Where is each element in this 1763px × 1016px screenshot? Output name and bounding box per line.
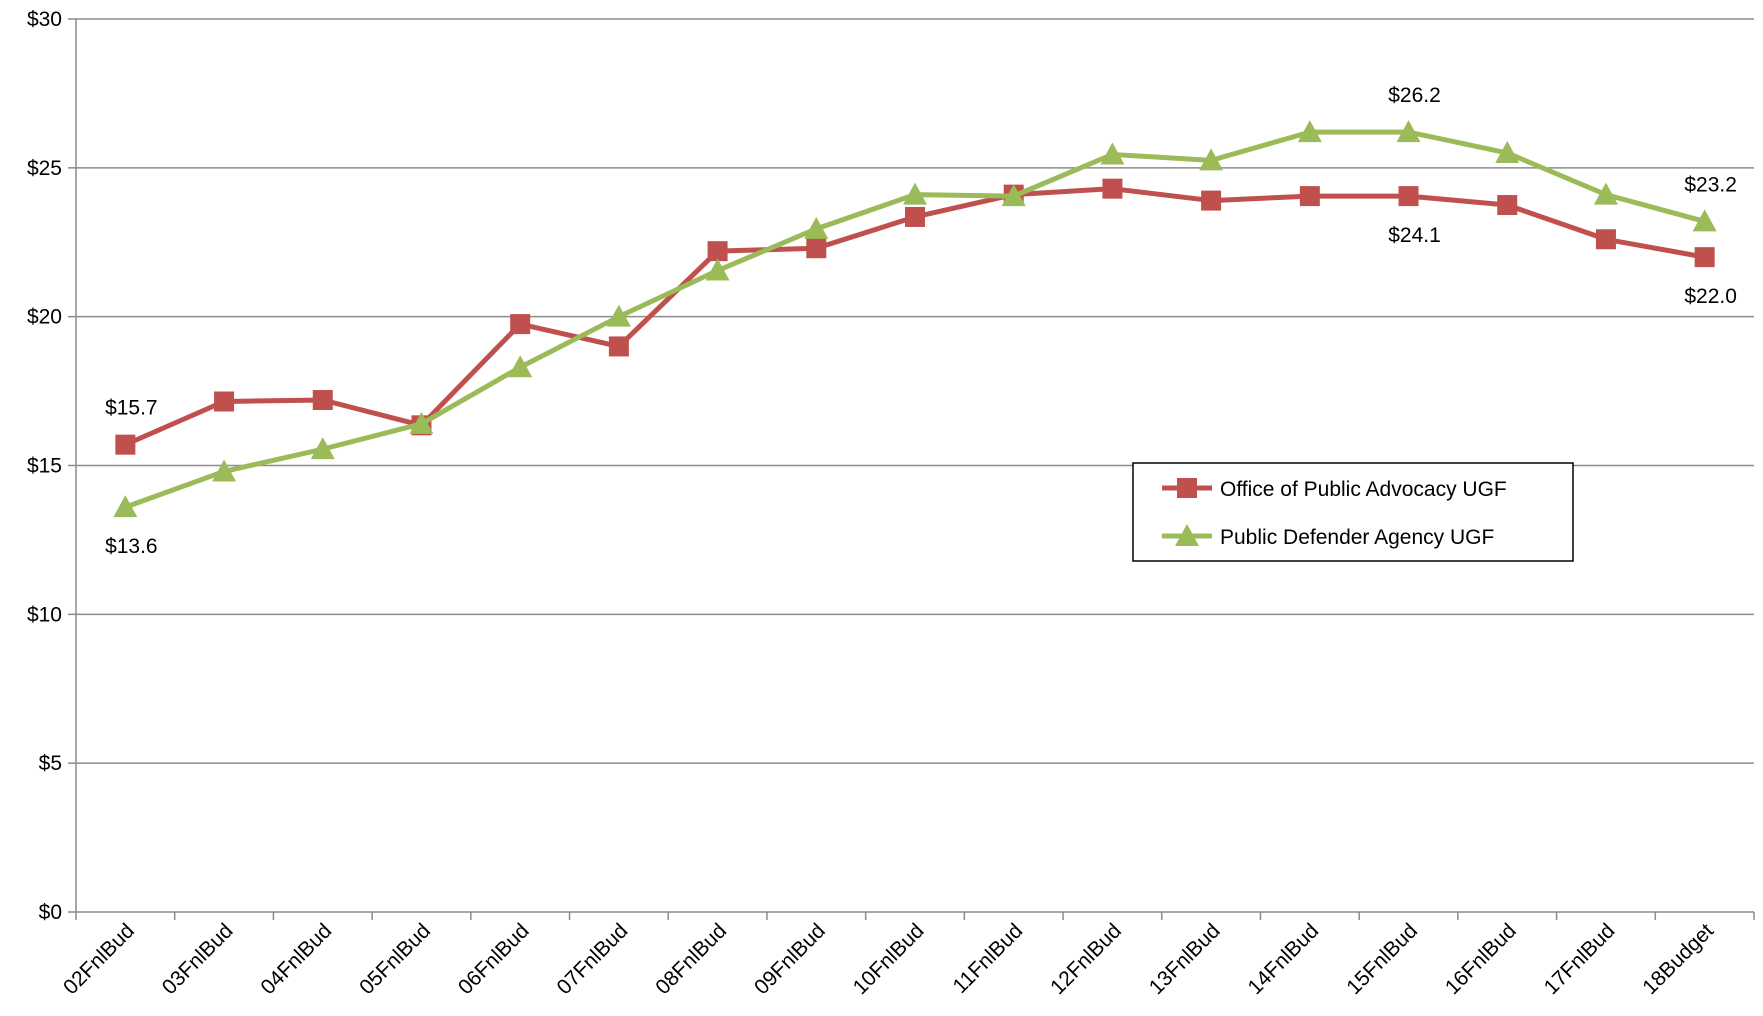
y-tick-label: $5 bbox=[39, 752, 62, 775]
series-2-point bbox=[1495, 140, 1520, 163]
data-labels: $15.7 $13.6 $26.2 $24.1 $23.2 $22.0 bbox=[105, 84, 1737, 558]
series-1-point bbox=[510, 314, 531, 335]
y-axis-ticks: $0 $5 $10 $15 $20 $25 $30 bbox=[27, 8, 76, 924]
series-2-point bbox=[606, 304, 631, 327]
x-tick-label: 14FnlBud bbox=[1244, 919, 1324, 999]
legend-label-series-2: Public Defender Agency UGF bbox=[1220, 526, 1494, 549]
y-tick-label: $20 bbox=[27, 306, 62, 329]
y-tick-label: $15 bbox=[27, 455, 62, 478]
x-tick-label: 13FnlBud bbox=[1145, 919, 1225, 999]
series-1-point bbox=[1299, 186, 1320, 207]
series-1-point bbox=[905, 206, 925, 227]
series-2-point bbox=[1297, 120, 1322, 143]
y-tick-label: $30 bbox=[27, 8, 62, 31]
series-2-point bbox=[804, 216, 829, 239]
legend: Office of Public Advocacy UGF Public Def… bbox=[1132, 462, 1574, 562]
data-label: $26.2 bbox=[1388, 84, 1441, 107]
x-tick-label: 04FnlBud bbox=[256, 919, 336, 999]
x-tick-label: 15FnlBud bbox=[1342, 919, 1422, 999]
x-tick-label: 11FnlBud bbox=[949, 919, 1028, 998]
series-1-point bbox=[1398, 186, 1419, 207]
series-2-point bbox=[113, 495, 138, 518]
series-2-point bbox=[310, 437, 335, 460]
x-tick-label: 07FnlBud bbox=[553, 919, 633, 999]
series-1-point bbox=[1497, 195, 1518, 216]
x-axis-ticks: 02FnlBud 03FnlBud 04FnlBud 05FnlBud 06FnlBud… bbox=[59, 912, 1755, 999]
series-1-point bbox=[1595, 229, 1616, 250]
x-tick-label: 06FnlBud bbox=[454, 919, 534, 999]
legend-marker-series-1 bbox=[1177, 478, 1197, 498]
series-2-point bbox=[1593, 182, 1618, 205]
data-label: $24.1 bbox=[1388, 224, 1441, 247]
series-2-point bbox=[1001, 184, 1026, 207]
series-group bbox=[113, 120, 1717, 518]
x-tick-label: 10FnlBud bbox=[849, 919, 929, 999]
series-1-point bbox=[608, 336, 629, 357]
series-2-point bbox=[903, 182, 927, 205]
legend-label-series-1: Office of Public Advocacy UGF bbox=[1220, 478, 1507, 501]
series-2-point bbox=[409, 411, 434, 434]
series-2-point bbox=[705, 258, 730, 281]
x-tick-label: 18Budget bbox=[1638, 919, 1718, 999]
series-1-point bbox=[1102, 178, 1123, 199]
series-2-point bbox=[1100, 142, 1125, 165]
y-tick-label: $25 bbox=[27, 157, 62, 180]
series-1-point bbox=[312, 390, 333, 411]
x-tick-label: 05FnlBud bbox=[355, 919, 435, 999]
legend-box bbox=[1132, 462, 1574, 562]
data-label: $22.0 bbox=[1684, 285, 1737, 308]
series-1-point bbox=[806, 238, 827, 259]
data-label: $23.2 bbox=[1684, 173, 1737, 196]
data-label: $15.7 bbox=[105, 397, 158, 420]
series-1-point bbox=[214, 391, 235, 412]
legend-marker-series-2 bbox=[1175, 524, 1199, 546]
series-2-point bbox=[1199, 148, 1224, 171]
data-label: $13.6 bbox=[105, 535, 158, 558]
x-tick-label: 12FnlBud bbox=[1046, 919, 1126, 999]
x-tick-label: 17FnlBud bbox=[1540, 919, 1620, 999]
series-1-point bbox=[707, 241, 728, 262]
x-tick-label: 02FnlBud bbox=[59, 919, 139, 999]
series-2-point bbox=[1692, 209, 1717, 232]
gridlines bbox=[76, 18, 1754, 764]
y-tick-label: $10 bbox=[27, 603, 62, 626]
series-1-point bbox=[115, 434, 136, 455]
x-tick-label: 16FnlBud bbox=[1441, 919, 1521, 999]
series-2-point bbox=[1396, 120, 1421, 143]
series-2-point bbox=[508, 355, 533, 378]
x-tick-label: 03FnlBud bbox=[158, 919, 238, 999]
series-1-point bbox=[1201, 190, 1222, 211]
series-1-point bbox=[1694, 247, 1715, 268]
x-tick-label: 09FnlBud bbox=[750, 919, 830, 999]
y-tick-label: $0 bbox=[39, 901, 62, 924]
x-tick-label: 08FnlBud bbox=[651, 919, 731, 999]
series-2-point bbox=[212, 459, 237, 482]
